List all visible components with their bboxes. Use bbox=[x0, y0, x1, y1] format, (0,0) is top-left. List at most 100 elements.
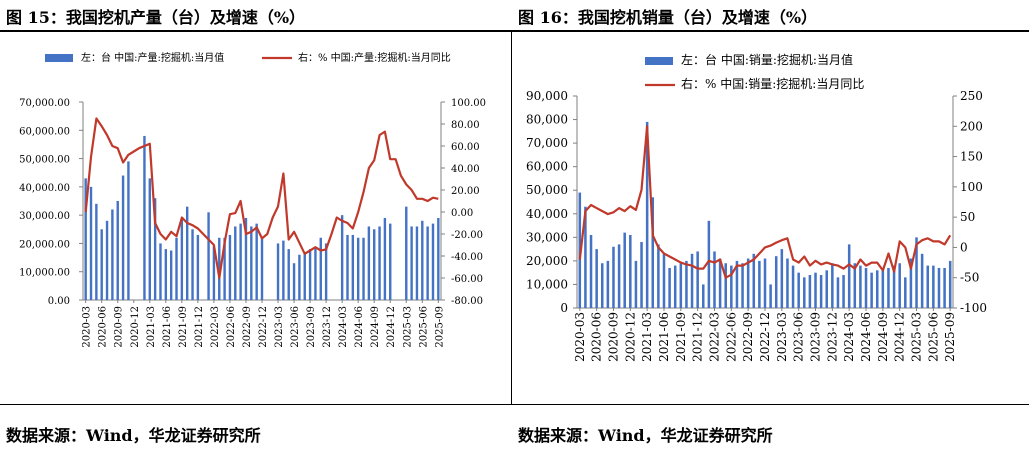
chart1-bar bbox=[668, 267, 671, 308]
chart0-right-tick-label: 20.00 bbox=[451, 186, 480, 197]
top-rule bbox=[0, 30, 1029, 32]
chart0-left-tick-label: 10,000.00 bbox=[19, 268, 70, 279]
chart1-bar bbox=[623, 232, 626, 308]
chart0-left-tick-label: 60,000.00 bbox=[19, 126, 70, 137]
chart0-x-tick-label: 2023-06 bbox=[290, 306, 301, 348]
chart0-x-tick-label: 2021-03 bbox=[146, 306, 157, 348]
chart0-x-tick-label: 2020-06 bbox=[98, 306, 109, 348]
chart1-x-tick-label: 2024-03 bbox=[842, 312, 856, 362]
chart1-bar bbox=[937, 267, 941, 308]
chart0-left-tick-label: 30,000.00 bbox=[19, 211, 70, 222]
chart0-bar bbox=[319, 237, 322, 300]
chart1-bar bbox=[769, 284, 772, 308]
chart0-right-tick-label: 80.00 bbox=[451, 120, 480, 131]
chart1-x-tick-label: 2023-03 bbox=[775, 312, 789, 362]
chart0-bar bbox=[308, 249, 312, 300]
chart0-x-tick-label: 2020-03 bbox=[82, 306, 93, 348]
chart1-left-tick-label: 70,000 bbox=[526, 136, 568, 150]
chart0-bar bbox=[153, 198, 157, 300]
chart1-bar bbox=[797, 272, 800, 308]
chart0-right-tick-label: -80.00 bbox=[451, 296, 483, 307]
chart1-bar bbox=[814, 272, 817, 308]
chart0-bar bbox=[282, 240, 285, 300]
chart0-bar bbox=[100, 229, 103, 300]
chart1-bar bbox=[685, 260, 688, 308]
chart1-x-tick-label: 2020-12 bbox=[623, 312, 637, 362]
chart1-bar bbox=[791, 265, 795, 308]
chart1-bar bbox=[702, 284, 705, 308]
chart1-bar bbox=[926, 265, 930, 308]
chart0-left-tick-label: 70,000.00 bbox=[19, 98, 70, 109]
chart0-bar bbox=[196, 234, 200, 300]
chart1-right-tick-label: 200 bbox=[960, 119, 983, 133]
chart1-right-tick-label: 150 bbox=[960, 150, 983, 164]
chart0-bar bbox=[431, 223, 435, 300]
chart1-x-tick-label: 2024-06 bbox=[859, 312, 873, 362]
chart0-bar bbox=[250, 226, 253, 300]
chart1-x-tick-label: 2021-06 bbox=[657, 312, 671, 362]
chart1-bar bbox=[640, 242, 643, 308]
chart1-bar bbox=[612, 246, 615, 308]
chart0-x-tick-label: 2023-03 bbox=[274, 306, 285, 348]
chart0-x-tick-label: 2024-09 bbox=[370, 306, 381, 348]
chart1-bar bbox=[690, 253, 694, 308]
chart0-bar bbox=[105, 220, 109, 300]
chart0-bar bbox=[127, 161, 130, 300]
chart1-bar bbox=[943, 267, 946, 308]
chart0-bar bbox=[298, 254, 301, 300]
chart1-bar bbox=[595, 249, 598, 308]
chart0-bar bbox=[191, 229, 194, 300]
chart0-x-tick-label: 2024-06 bbox=[354, 306, 365, 348]
chart1-bar bbox=[904, 277, 907, 308]
chart0-bar bbox=[287, 249, 290, 300]
chart1-bar bbox=[600, 263, 604, 308]
chart1-left-tick-label: 30,000 bbox=[526, 230, 568, 244]
chart0-x-tick-label: 2021-09 bbox=[178, 306, 189, 348]
chart1-x-tick-label: 2024-09 bbox=[876, 312, 890, 362]
figure-15-source: 数据来源：Wind，华龙证券研究所 bbox=[6, 426, 261, 445]
chart1-left-tick-label: 20,000 bbox=[526, 254, 568, 268]
chart0-bar bbox=[185, 206, 189, 300]
chart0-bar bbox=[426, 226, 429, 300]
chart0-bar bbox=[234, 226, 237, 300]
chart1-bar bbox=[881, 270, 885, 308]
chart0-x-tick-label: 2022-03 bbox=[210, 306, 221, 348]
chart0-bar bbox=[116, 201, 119, 300]
figure-15-title: 图 15：我国挖机产量（台）及增速（%） bbox=[6, 8, 306, 27]
chart0-left-tick-label: 50,000.00 bbox=[19, 155, 70, 166]
chart0-bar bbox=[207, 212, 210, 300]
chart0-bar bbox=[244, 217, 248, 300]
chart1-bar bbox=[875, 270, 879, 308]
chart1-x-tick-label: 2024-12 bbox=[893, 312, 907, 362]
chart1-right-tick-label: 50 bbox=[960, 210, 975, 224]
chart0-x-tick-label: 2020-09 bbox=[114, 306, 125, 348]
chart1-line-series bbox=[578, 125, 952, 279]
bottom-rule bbox=[0, 404, 1029, 405]
chart0-bar bbox=[260, 237, 264, 300]
chart0-bar bbox=[121, 175, 125, 300]
chart1-bar bbox=[634, 260, 638, 308]
chart0-bar bbox=[180, 217, 184, 300]
chart1-bar bbox=[819, 275, 823, 308]
chart0-bar bbox=[362, 237, 365, 300]
chart1-x-tick-label: 2022-09 bbox=[741, 312, 755, 362]
chart0-bar bbox=[378, 226, 381, 300]
chart1-legend-bar-swatch bbox=[645, 57, 673, 65]
panel-divider bbox=[511, 32, 512, 404]
chart1-bar bbox=[836, 277, 840, 308]
chart1-x-tick-label: 2025-03 bbox=[910, 312, 924, 362]
chart1-x-tick-label: 2021-12 bbox=[691, 312, 705, 362]
chart1-bar bbox=[864, 267, 868, 308]
chart1-right-tick-label: -50 bbox=[960, 271, 979, 285]
chart0-x-tick-label: 2023-12 bbox=[322, 306, 333, 348]
chart1-bar bbox=[909, 258, 913, 308]
chart1-bar bbox=[707, 220, 711, 308]
chart0-bar bbox=[143, 135, 146, 300]
chart1-x-tick-label: 2020-09 bbox=[606, 312, 620, 362]
chart0-bar bbox=[367, 226, 371, 300]
chart0-bar bbox=[351, 234, 355, 300]
chart1-bar bbox=[713, 251, 716, 308]
chart1-bar bbox=[898, 263, 901, 308]
chart1-bar bbox=[831, 263, 834, 308]
chart0-bar bbox=[111, 209, 114, 300]
